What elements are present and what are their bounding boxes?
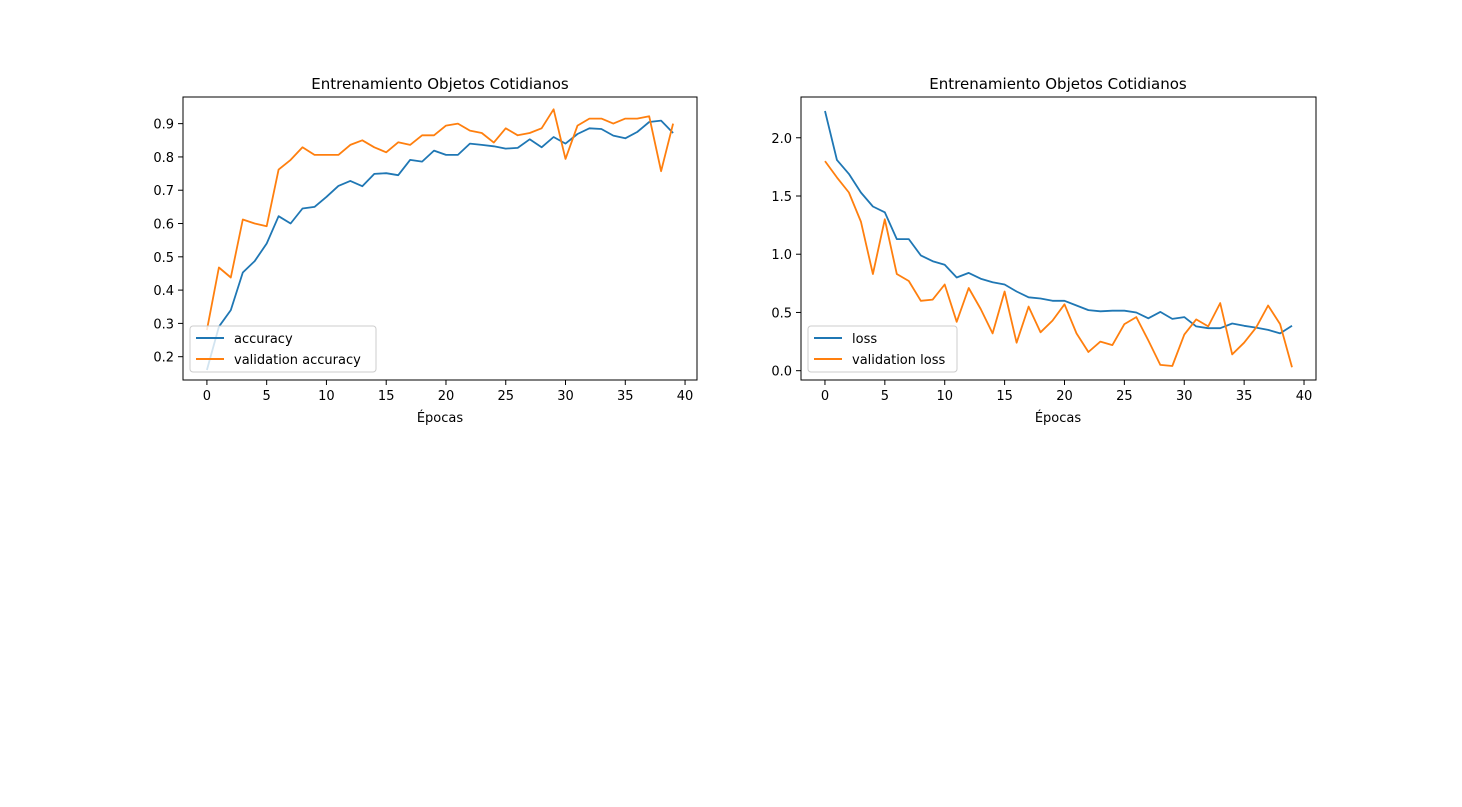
x-tick-label: 25 <box>1116 389 1133 404</box>
x-tick-label: 10 <box>318 389 335 404</box>
legend-box <box>807 325 958 373</box>
x-tick-label: 0 <box>821 389 829 404</box>
x-tick-label: 30 <box>1176 389 1193 404</box>
series-line-accuracy <box>206 119 674 371</box>
x-tick-label: 20 <box>438 389 455 404</box>
y-tick-label: 0.4 <box>153 284 174 299</box>
x-tick-label: 15 <box>378 389 395 404</box>
x-tick-label: 40 <box>1296 389 1313 404</box>
x-tick-label: 5 <box>881 389 889 404</box>
legend-box <box>189 325 377 373</box>
x-tick-label: 25 <box>497 389 514 404</box>
legend: accuracy validation accuracy <box>189 325 377 373</box>
y-tick-label: 1.0 <box>771 248 792 263</box>
series-line-validation-loss <box>824 160 1293 368</box>
series-line-loss <box>824 110 1293 335</box>
y-tick-label: 1.5 <box>771 190 792 205</box>
chart-title: Entrenamiento Objetos Cotidianos <box>929 75 1187 93</box>
y-tick-label: 0.2 <box>153 351 174 366</box>
series-line-validation-accuracy <box>206 108 674 331</box>
y-tick-label: 2.0 <box>771 132 792 147</box>
plot-frame <box>182 96 698 381</box>
y-tick-label: 0.3 <box>153 317 174 332</box>
y-tick-label: 0.5 <box>771 306 792 321</box>
x-tick-label: 20 <box>1056 389 1073 404</box>
accuracy-chart: Entrenamiento Objetos Cotidianos 0 5 10 15 2… <box>153 75 698 426</box>
legend-label-loss: loss <box>852 332 877 347</box>
x-axis: 0 5 10 15 20 25 30 35 40 <box>821 380 1312 404</box>
chart-title: Entrenamiento Objetos Cotidianos <box>311 75 569 93</box>
y-tick-label: 0.5 <box>153 251 174 266</box>
x-tick-label: 0 <box>203 389 211 404</box>
x-tick-label: 40 <box>677 389 694 404</box>
y-tick-label: 0.9 <box>153 118 174 133</box>
x-tick-label: 15 <box>996 389 1013 404</box>
x-tick-label: 35 <box>1236 389 1253 404</box>
legend-label-accuracy: accuracy <box>234 332 293 347</box>
series-lines <box>824 110 1293 368</box>
y-tick-label: 0.6 <box>153 218 174 233</box>
legend-label-validation-loss: validation loss <box>852 353 945 368</box>
series-lines <box>206 108 674 371</box>
y-tick-label: 0.7 <box>153 184 174 199</box>
x-tick-label: 10 <box>936 389 953 404</box>
legend-label-validation-accuracy: validation accuracy <box>234 353 361 368</box>
y-axis: 0.0 0.5 1.0 1.5 2.0 <box>771 132 801 380</box>
y-tick-label: 0.8 <box>153 151 174 166</box>
legend: loss validation loss <box>807 325 958 373</box>
x-axis: 0 5 10 15 20 25 30 35 40 <box>203 380 694 404</box>
x-tick-label: 35 <box>617 389 634 404</box>
y-tick-label: 0.0 <box>771 365 792 380</box>
plot-frame <box>800 96 1317 381</box>
x-tick-label: 30 <box>557 389 574 404</box>
y-axis: 0.2 0.3 0.4 0.5 0.6 0.7 0.8 0.9 <box>153 118 183 366</box>
x-tick-label: 5 <box>263 389 271 404</box>
x-axis-label: Épocas <box>1035 410 1082 426</box>
x-axis-label: Épocas <box>417 410 464 426</box>
loss-chart: Entrenamiento Objetos Cotidianos 0 5 10 15 2… <box>771 75 1317 426</box>
